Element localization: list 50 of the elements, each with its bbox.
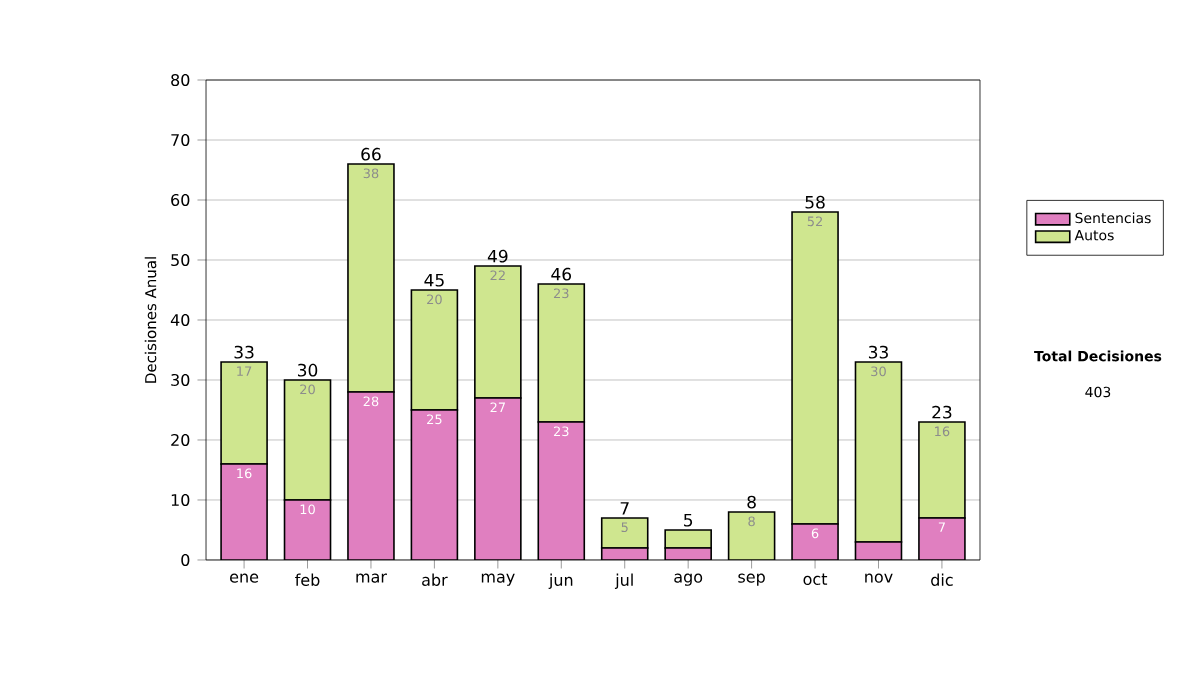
bar [728,511,775,560]
bar [791,211,839,525]
bar [411,409,458,560]
total-label: 30 [298,363,318,377]
x-tick-label: ene [230,573,259,583]
x-tick-label: ago [674,573,703,586]
y-tick-label: 60 [171,193,190,207]
bar [854,361,903,543]
y-tick-label: 50 [171,253,190,267]
bar [347,391,394,560]
y-tick-label: 40 [170,313,190,327]
y-tick-label: 30 [171,373,190,387]
total-label: 5 [684,513,693,527]
bar [538,421,585,560]
bar [283,379,332,501]
total-label: 46 [551,267,572,281]
x-tick-label: may [481,573,515,586]
total-label: 33 [234,345,254,359]
bar [537,283,586,423]
y-tick-label: 0 [181,553,190,567]
x-tick-label: abr [422,573,448,586]
x-tick-label: oct [803,573,828,586]
bar [918,421,966,519]
y-tick-label: 10 [171,493,190,507]
bar [474,397,521,560]
y-tick-label: 80 [171,73,190,87]
x-tick-label: dic [931,573,953,586]
bar [474,265,522,399]
x-tick-label: jul [614,573,633,590]
total-label: 58 [805,195,825,209]
y-tick-label: 20 [171,433,190,447]
bar [220,361,268,465]
total-label: 33 [868,345,888,359]
x-tick-label: feb [295,573,320,586]
bar [410,289,459,411]
x-tick-label: nov [865,573,893,583]
total-label: 45 [424,273,444,287]
total-label: 66 [361,147,381,161]
bar [918,517,966,560]
bar [221,463,268,560]
x-tick-label: jun [548,573,573,590]
total-label: 23 [932,405,952,419]
x-tick-label: mar [356,573,387,583]
total-label: 8 [747,495,756,509]
y-tick-label: 70 [171,133,190,147]
total-label: 49 [487,249,508,263]
total-label: 7 [620,502,629,515]
bar [284,499,331,560]
x-tick-label: sep [738,573,765,586]
bar [347,163,395,393]
